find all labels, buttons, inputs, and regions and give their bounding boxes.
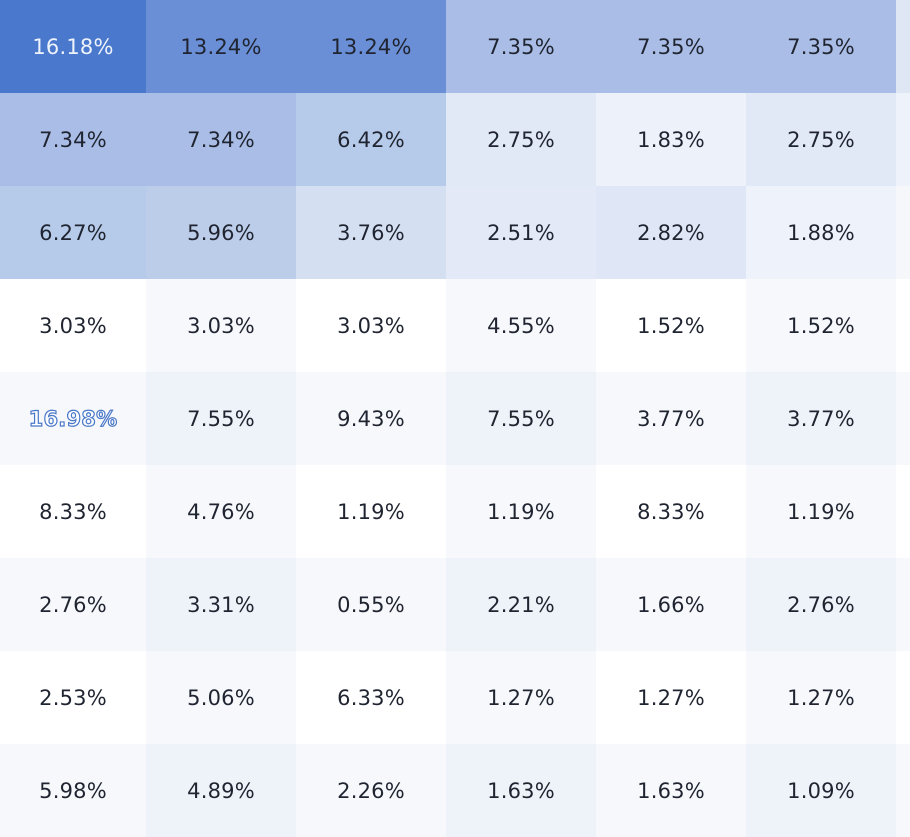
table-cell: 7.35% [746, 0, 896, 93]
table-cell: 4.89% [146, 744, 296, 837]
table-cell: 3.31% [146, 558, 296, 651]
table-row: 2.76% 3.31% 0.55% 2.21% 1.66% 2.76% [0, 558, 910, 651]
table-edge-cell [896, 558, 910, 651]
table-cell: 7.55% [146, 372, 296, 465]
table-cell: 7.35% [596, 0, 746, 93]
table-cell: 3.03% [146, 279, 296, 372]
table-cell: 2.82% [596, 186, 746, 279]
table-cell: 3.03% [0, 279, 146, 372]
table-row: 2.53% 5.06% 6.33% 1.27% 1.27% 1.27% [0, 651, 910, 744]
table-cell: 3.76% [296, 186, 446, 279]
table-cell: 1.52% [596, 279, 746, 372]
table-cell: 5.98% [0, 744, 146, 837]
table-cell: 2.51% [446, 186, 596, 279]
table-row: 5.98% 4.89% 2.26% 1.63% 1.63% 1.09% [0, 744, 910, 837]
table-cell: 1.52% [746, 279, 896, 372]
table-row: 8.33% 4.76% 1.19% 1.19% 8.33% 1.19% [0, 465, 910, 558]
table-cell: 2.75% [446, 93, 596, 186]
table-edge-cell [896, 279, 910, 372]
table-row: 3.03% 3.03% 3.03% 4.55% 1.52% 1.52% [0, 279, 910, 372]
table-cell: 3.03% [296, 279, 446, 372]
table-edge-cell [896, 651, 910, 744]
table-row: 16.98% 7.55% 9.43% 7.55% 3.77% 3.77% [0, 372, 910, 465]
table-edge-cell [896, 93, 910, 186]
table-cell: 7.55% [446, 372, 596, 465]
table-cell: 1.19% [446, 465, 596, 558]
table-cell: 1.83% [596, 93, 746, 186]
table-cell: 6.27% [0, 186, 146, 279]
table-cell: 8.33% [596, 465, 746, 558]
table-cell: 4.55% [446, 279, 596, 372]
table-cell: 2.21% [446, 558, 596, 651]
table-cell: 2.53% [0, 651, 146, 744]
table-edge-cell [896, 186, 910, 279]
table-cell: 5.06% [146, 651, 296, 744]
table-cell: 3.77% [596, 372, 746, 465]
table-cell: 7.34% [0, 93, 146, 186]
table-cell: 2.26% [296, 744, 446, 837]
table-edge-cell [896, 372, 910, 465]
table-cell: 9.43% [296, 372, 446, 465]
table-cell: 7.34% [146, 93, 296, 186]
table-edge-cell [896, 744, 910, 837]
table-cell: 2.76% [0, 558, 146, 651]
table-cell: 2.75% [746, 93, 896, 186]
table-cell: 1.63% [446, 744, 596, 837]
table-cell: 1.27% [596, 651, 746, 744]
table-cell: 4.76% [146, 465, 296, 558]
table-cell: 1.19% [746, 465, 896, 558]
table-cell: 3.77% [746, 372, 896, 465]
table-cell: 1.88% [746, 186, 896, 279]
table-cell: 5.96% [146, 186, 296, 279]
table-edge-cell [896, 465, 910, 558]
table-cell: 1.66% [596, 558, 746, 651]
table-cell: 8.33% [0, 465, 146, 558]
table-cell: 16.18% [0, 0, 146, 93]
table-cell: 16.98% [0, 372, 146, 465]
table-cell: 1.27% [446, 651, 596, 744]
table-cell: 2.76% [746, 558, 896, 651]
table-cell: 6.42% [296, 93, 446, 186]
table-cell: 6.33% [296, 651, 446, 744]
table-row: 6.27% 5.96% 3.76% 2.51% 2.82% 1.88% [0, 186, 910, 279]
table-cell: 1.09% [746, 744, 896, 837]
table-row: 7.34% 7.34% 6.42% 2.75% 1.83% 2.75% [0, 93, 910, 186]
table-cell: 1.63% [596, 744, 746, 837]
table-cell: 13.24% [296, 0, 446, 93]
table-row: 16.18% 13.24% 13.24% 7.35% 7.35% 7.35% [0, 0, 910, 93]
table-edge-cell [896, 0, 910, 93]
table-cell: 1.19% [296, 465, 446, 558]
table-cell: 0.55% [296, 558, 446, 651]
table-cell: 13.24% [146, 0, 296, 93]
table-cell: 7.35% [446, 0, 596, 93]
table-cell: 1.27% [746, 651, 896, 744]
